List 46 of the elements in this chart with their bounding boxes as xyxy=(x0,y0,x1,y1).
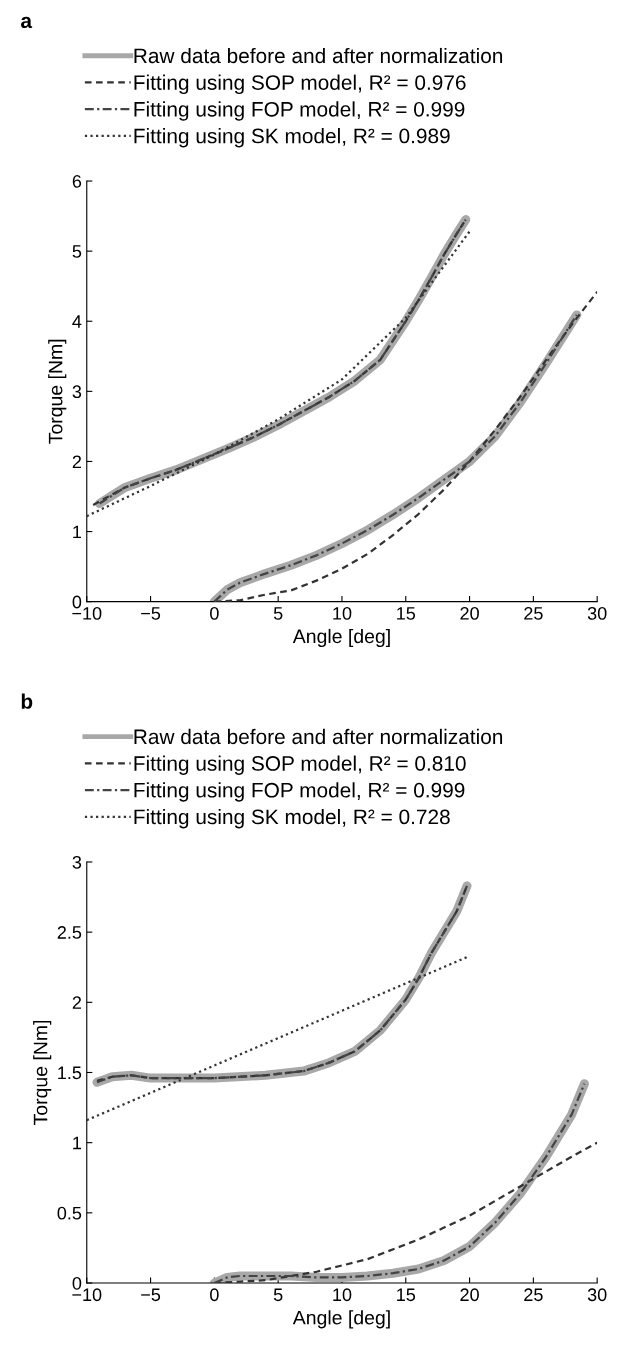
x-tick-label: −10 xyxy=(72,607,102,620)
y-tick-label: 2 xyxy=(72,996,81,1009)
x-tick-label: 20 xyxy=(460,1288,479,1302)
legend-label: Fitting using SK model, R² = 0.728 xyxy=(134,808,450,829)
y-axis-title: Torque [Nm] xyxy=(33,1020,52,1125)
legend-label: Raw data before and after normalization xyxy=(134,47,503,64)
x-tick-label: 15 xyxy=(397,607,416,620)
x-tick-label: 30 xyxy=(587,1288,607,1302)
y-tick-label: 1.5 xyxy=(58,1066,82,1080)
x-tick-label: 0 xyxy=(210,607,219,620)
legend-label: Fitting using SOP model, R² = 0.976 xyxy=(134,74,466,95)
legend-label: Fitting using FOP model, R² = 0.999 xyxy=(134,101,465,121)
x-tick-label: 15 xyxy=(397,1288,416,1302)
y-tick-label: 5 xyxy=(72,245,82,258)
y-tick-label: 0 xyxy=(72,1276,82,1290)
y-tick-label: 3 xyxy=(72,855,82,869)
text: b xyxy=(21,693,33,709)
x-tick-label: 5 xyxy=(273,1288,283,1302)
x-tick-label: 25 xyxy=(524,1288,543,1302)
legend-label: Fitting using SK model, R² = 0.989 xyxy=(134,128,450,148)
x-tick-label: 5 xyxy=(273,607,283,620)
y-tick-label: 0.5 xyxy=(57,1206,82,1220)
y-tick-label: 2.5 xyxy=(57,926,82,939)
legend-label: Raw data before and after normalization xyxy=(134,728,503,745)
x-axis-title: Angle [deg] xyxy=(292,1310,390,1329)
y-tick-label: 1 xyxy=(73,1136,82,1150)
x-tick-label: 20 xyxy=(460,607,479,620)
x-tick-label: −5 xyxy=(141,607,161,620)
legend-label: Fitting using SOP model, R² = 0.810 xyxy=(134,755,466,775)
y-tick-label: 4 xyxy=(72,315,82,328)
x-tick-label: −10 xyxy=(72,1288,102,1302)
y-axis-title: Torque [Nm] xyxy=(48,339,67,444)
x-tick-label: 0 xyxy=(210,1288,219,1302)
x-tick-label: 25 xyxy=(524,607,543,620)
y-tick-label: 2 xyxy=(72,455,81,468)
x-tick-label: −5 xyxy=(141,1288,161,1302)
y-tick-label: 1 xyxy=(73,525,82,539)
x-tick-label: 10 xyxy=(333,607,352,620)
legend-label: Fitting using FOP model, R² = 0.999 xyxy=(134,782,465,802)
text: a xyxy=(21,16,33,29)
y-tick-label: 0 xyxy=(72,595,82,609)
x-tick-label: 10 xyxy=(333,1288,352,1302)
y-tick-label: 6 xyxy=(72,174,82,188)
x-tick-label: 30 xyxy=(587,607,607,620)
x-axis-title: Angle [deg] xyxy=(292,628,390,648)
y-tick-label: 3 xyxy=(72,385,82,399)
